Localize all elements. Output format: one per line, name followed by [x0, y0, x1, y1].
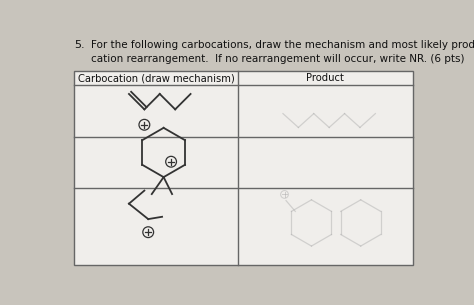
Bar [74, 71, 413, 265]
Text: Carbocation (draw mechanism): Carbocation (draw mechanism) [78, 73, 234, 83]
Text: Product: Product [306, 73, 344, 83]
Text: 5.: 5. [74, 41, 85, 50]
Text: For the following carbocations, draw the mechanism and most likely product after: For the following carbocations, draw the… [91, 41, 474, 64]
